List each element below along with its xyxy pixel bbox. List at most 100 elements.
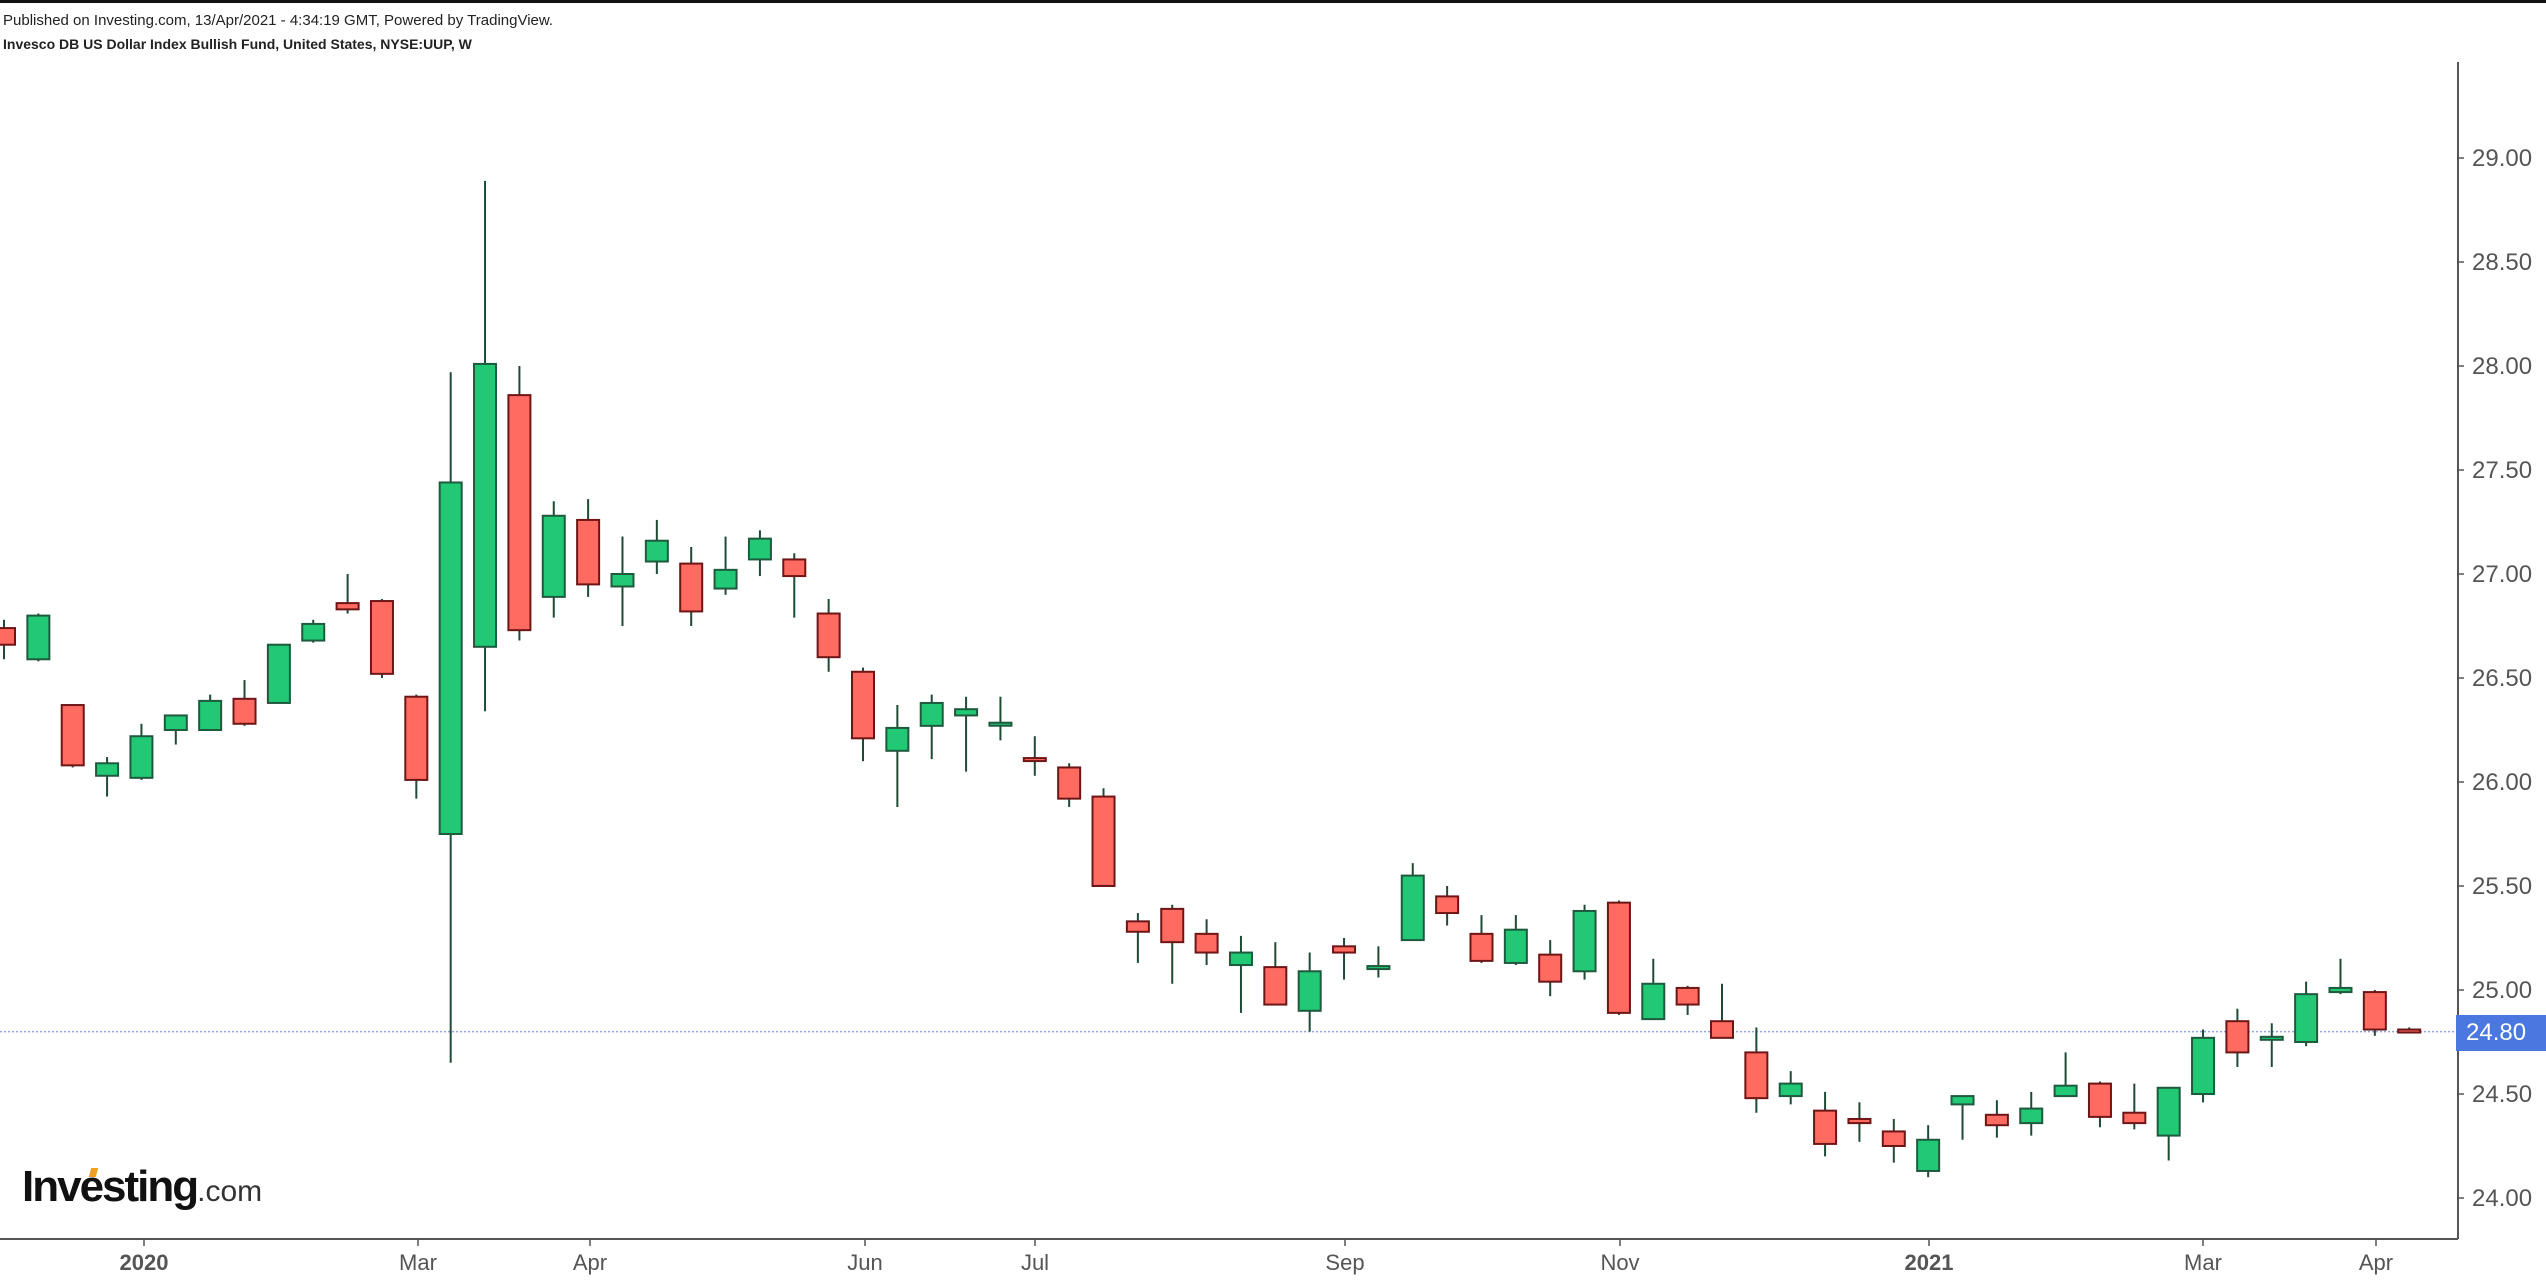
candle bbox=[1984, 1100, 2009, 1138]
candle bbox=[1778, 1071, 1803, 1105]
candles bbox=[0, 180, 2422, 1178]
candle bbox=[919, 694, 944, 760]
price-tick-label: 24.00 bbox=[2472, 1185, 2532, 1212]
candle bbox=[1744, 1027, 1769, 1113]
candle bbox=[473, 180, 498, 712]
time-tick-label: Mar bbox=[2184, 1250, 2222, 1275]
candle bbox=[2053, 1052, 2078, 1098]
candle bbox=[1469, 915, 1494, 963]
candle bbox=[1847, 1102, 1872, 1142]
candle bbox=[1503, 915, 1528, 966]
price-tick-label: 26.00 bbox=[2472, 769, 2532, 796]
price-tick-label: 29.00 bbox=[2472, 145, 2532, 172]
time-tick-label: 2020 bbox=[120, 1250, 169, 1275]
candle bbox=[747, 530, 772, 577]
price-tick-label: 25.00 bbox=[2472, 977, 2532, 1004]
candle bbox=[1400, 863, 1425, 942]
candle bbox=[1916, 1125, 1941, 1178]
candle bbox=[232, 680, 257, 726]
candle bbox=[1057, 763, 1082, 807]
candle bbox=[1194, 919, 1219, 966]
candle bbox=[335, 574, 360, 614]
candle bbox=[713, 536, 738, 595]
investing-logo: Investing.com bbox=[22, 1162, 262, 1212]
candle bbox=[2294, 981, 2319, 1047]
time-tick-label: Apr bbox=[573, 1250, 607, 1275]
price-tick-label: 28.50 bbox=[2472, 249, 2532, 276]
candle bbox=[438, 372, 463, 1063]
candle bbox=[1675, 985, 1700, 1015]
candle bbox=[1263, 942, 1288, 1006]
candle bbox=[2019, 1091, 2044, 1136]
time-axis[interactable]: 2020 Mar Apr Jun Jul Sep Nov 2021 Mar Apr bbox=[0, 1238, 2458, 1275]
price-tick-label: 28.00 bbox=[2472, 353, 2532, 380]
candle bbox=[885, 705, 910, 807]
price-tick-label: 24.50 bbox=[2472, 1081, 2532, 1108]
candle bbox=[60, 704, 85, 768]
candle bbox=[644, 519, 669, 574]
candle bbox=[266, 643, 291, 704]
candle bbox=[301, 619, 326, 643]
published-caption: Published on Investing.com, 13/Apr/2021 … bbox=[3, 12, 554, 29]
candle bbox=[1366, 946, 1391, 978]
time-tick-label: Jul bbox=[1021, 1250, 1049, 1275]
candle bbox=[816, 598, 841, 672]
logo-tld: .com bbox=[197, 1175, 263, 1208]
time-tick-label: 2021 bbox=[1905, 1250, 1954, 1275]
price-axis[interactable]: 29.00 28.50 28.00 27.50 27.00 26.50 26.00 25.50… bbox=[2457, 62, 2532, 1239]
candle bbox=[26, 613, 51, 662]
price-tick-label: 25.50 bbox=[2472, 873, 2532, 900]
candle bbox=[1160, 904, 1185, 984]
candle bbox=[369, 598, 394, 678]
logo-brand: Investing bbox=[22, 1162, 199, 1211]
candle bbox=[1950, 1095, 1975, 1140]
candle bbox=[1538, 940, 1563, 997]
candle bbox=[1641, 958, 1666, 1021]
candle bbox=[2225, 1008, 2250, 1067]
candle bbox=[95, 757, 120, 797]
candle bbox=[2362, 990, 2387, 1036]
time-tick-label: Nov bbox=[1600, 1250, 1639, 1275]
candle bbox=[1435, 886, 1460, 926]
candle bbox=[404, 694, 429, 799]
candle bbox=[198, 694, 223, 732]
price-tick-label: 26.50 bbox=[2472, 665, 2532, 692]
candle bbox=[1091, 788, 1116, 887]
candle bbox=[1606, 900, 1631, 1015]
candle bbox=[954, 696, 979, 772]
candle bbox=[163, 714, 188, 745]
top-border bbox=[0, 0, 2546, 3]
candle bbox=[1332, 938, 1357, 980]
price-tick-label: 27.50 bbox=[2472, 457, 2532, 484]
time-tick-label: Apr bbox=[2359, 1250, 2393, 1275]
candle bbox=[782, 553, 807, 618]
candle bbox=[610, 536, 635, 626]
candle bbox=[541, 501, 566, 618]
candle bbox=[0, 619, 16, 660]
candle bbox=[2156, 1086, 2181, 1161]
candle bbox=[129, 723, 154, 780]
candle bbox=[1297, 952, 1322, 1032]
time-tick-label: Mar bbox=[399, 1250, 437, 1275]
candle bbox=[576, 499, 601, 597]
candle bbox=[679, 546, 704, 626]
candle bbox=[988, 696, 1013, 741]
candle bbox=[2259, 1023, 2284, 1067]
time-tick-label: Sep bbox=[1325, 1250, 1364, 1275]
candle bbox=[851, 667, 875, 762]
candle bbox=[1881, 1118, 1906, 1163]
last-price-badge: 24.80 bbox=[2456, 1015, 2546, 1051]
time-tick-label: Jun bbox=[847, 1250, 882, 1275]
candle bbox=[2087, 1081, 2112, 1128]
candle bbox=[1572, 904, 1597, 980]
candle bbox=[507, 366, 532, 641]
candle bbox=[2122, 1083, 2147, 1130]
candle bbox=[1710, 983, 1734, 1039]
candle bbox=[1125, 913, 1150, 963]
chart-title: Invesco DB US Dollar Index Bullish Fund,… bbox=[3, 36, 472, 52]
candle bbox=[2397, 1027, 2422, 1034]
price-tick-label: 27.00 bbox=[2472, 561, 2532, 588]
candle bbox=[2328, 958, 2353, 995]
candle bbox=[1022, 736, 1047, 776]
